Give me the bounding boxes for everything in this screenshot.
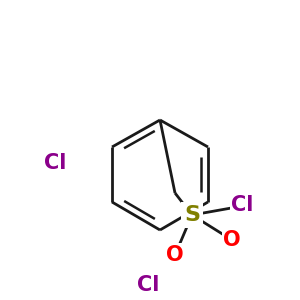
Text: O: O [166,245,184,265]
Text: Cl: Cl [137,275,159,295]
Text: Cl: Cl [44,153,66,173]
Text: S: S [184,205,200,225]
Text: Cl: Cl [231,195,253,215]
Text: O: O [223,230,241,250]
